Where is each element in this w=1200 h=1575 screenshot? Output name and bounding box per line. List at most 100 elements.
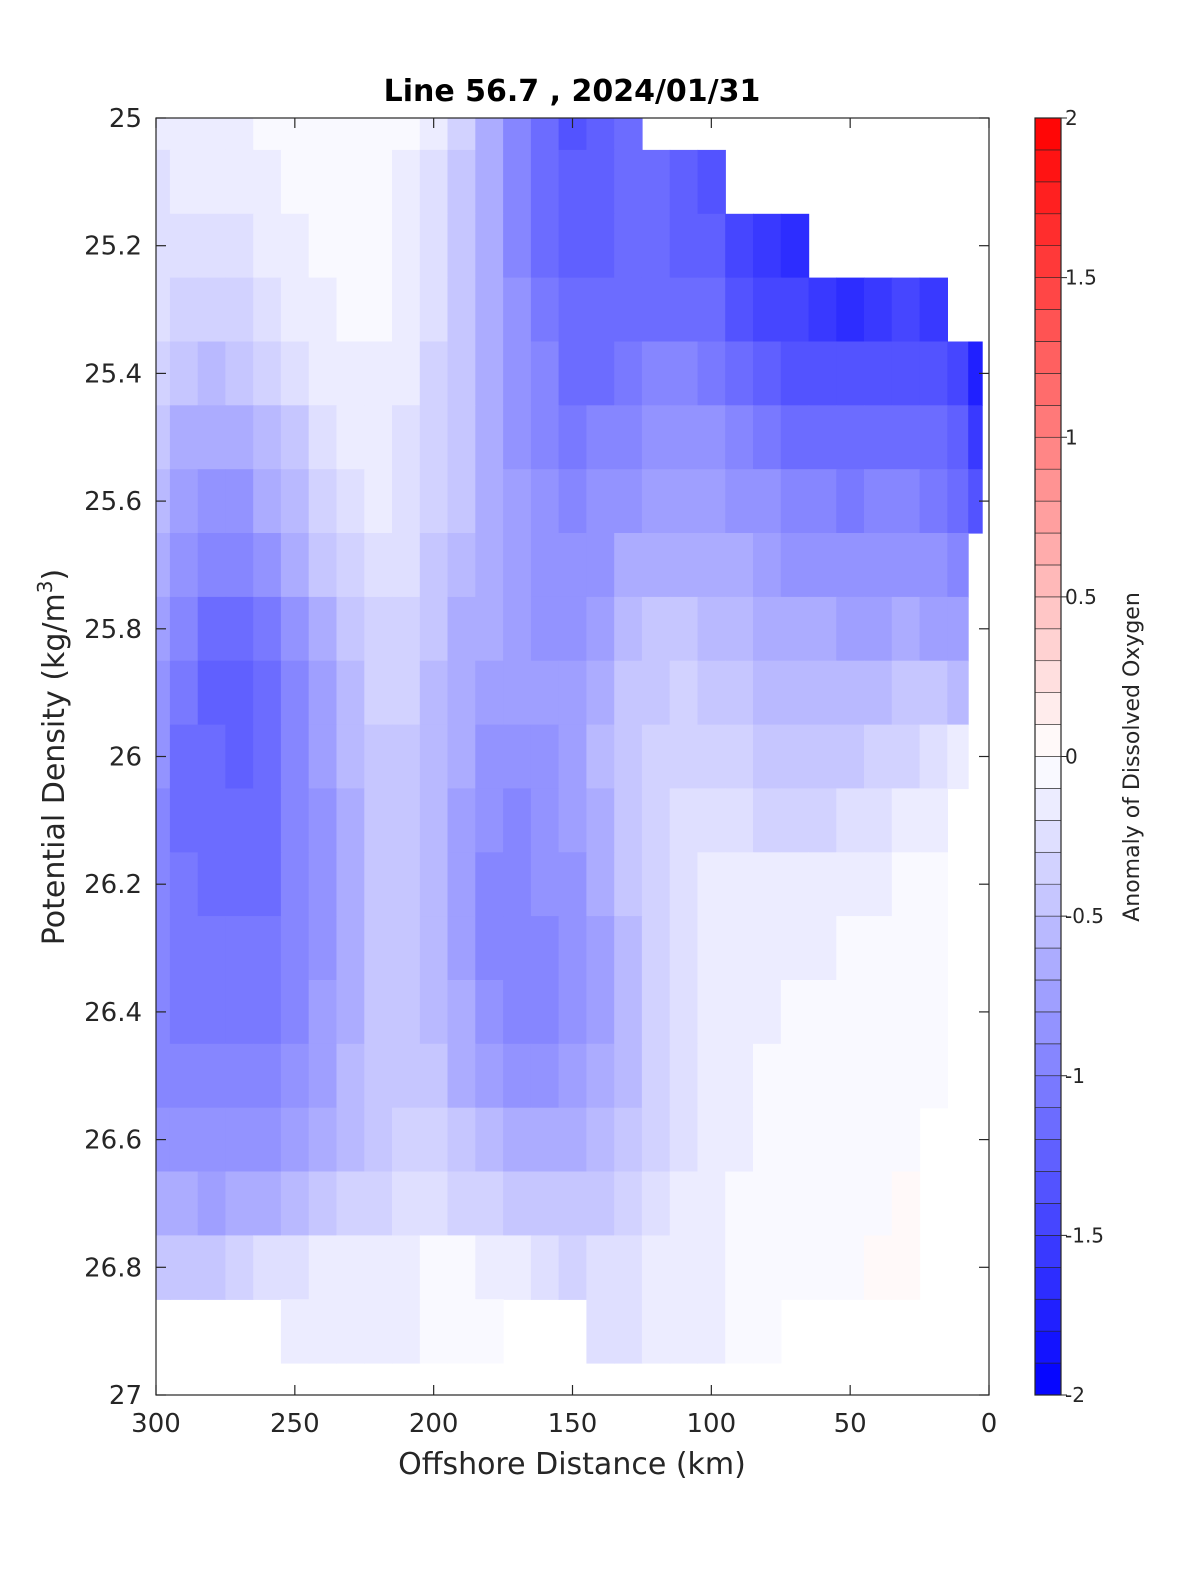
heat-cell bbox=[475, 596, 504, 662]
heat-cell bbox=[669, 724, 699, 790]
heat-cell bbox=[614, 1299, 643, 1364]
heat-cell bbox=[197, 1235, 227, 1300]
heat-cell bbox=[836, 1235, 865, 1300]
heat-cell bbox=[808, 980, 837, 1045]
heat-cell bbox=[725, 1107, 754, 1173]
heat-cell bbox=[308, 596, 338, 662]
heat-cell bbox=[530, 149, 560, 215]
heat-cell bbox=[836, 788, 865, 853]
heat-cell bbox=[919, 533, 948, 598]
heat-cell bbox=[558, 341, 587, 406]
heat-cell bbox=[558, 213, 587, 279]
heat-cell bbox=[280, 149, 310, 215]
heat-cell bbox=[780, 724, 810, 790]
heat-cell bbox=[808, 788, 837, 853]
heat-cell bbox=[447, 1171, 476, 1236]
heat-cell bbox=[169, 724, 199, 790]
heat-cell bbox=[558, 405, 587, 470]
heat-cell bbox=[308, 980, 338, 1045]
heat-cell bbox=[780, 405, 810, 470]
heat-cell bbox=[891, 1171, 921, 1236]
colorbar-band bbox=[1034, 500, 1062, 534]
heat-cell bbox=[308, 405, 338, 470]
heat-cell bbox=[475, 213, 504, 279]
colorbar-band bbox=[1034, 309, 1062, 342]
heat-cell bbox=[530, 852, 560, 917]
heat-cell bbox=[364, 1107, 393, 1173]
y-tick-label: 25.8 bbox=[84, 615, 142, 645]
heat-cell bbox=[197, 916, 227, 981]
heat-cell bbox=[919, 1043, 948, 1109]
heat-cell bbox=[503, 660, 532, 726]
heat-cell bbox=[864, 660, 893, 726]
heat-cell bbox=[669, 469, 699, 534]
heat-cell bbox=[697, 1107, 726, 1173]
y-tick-label: 26.2 bbox=[84, 870, 142, 900]
heat-cell bbox=[864, 724, 893, 790]
heat-cell bbox=[503, 1171, 532, 1236]
heat-cell bbox=[697, 277, 726, 343]
heat-cell bbox=[447, 277, 476, 343]
y-tick-label: 26.6 bbox=[84, 1126, 142, 1156]
heat-cell bbox=[919, 916, 948, 981]
heat-cell bbox=[447, 405, 476, 470]
heat-cell bbox=[169, 788, 199, 853]
heat-cell bbox=[280, 660, 310, 726]
heat-cell bbox=[392, 724, 421, 790]
heat-cell bbox=[447, 980, 476, 1045]
heat-cell bbox=[836, 724, 865, 790]
heat-cell bbox=[891, 980, 921, 1045]
heat-cell bbox=[947, 533, 969, 598]
heat-cell bbox=[197, 1171, 227, 1236]
heat-cell bbox=[280, 724, 310, 790]
heat-cell bbox=[836, 277, 865, 343]
heat-cell bbox=[364, 596, 393, 662]
heat-cell bbox=[725, 916, 754, 981]
heat-cell bbox=[253, 118, 282, 151]
heat-cell bbox=[280, 980, 310, 1045]
colorbar-band bbox=[1034, 660, 1062, 693]
heat-cell bbox=[156, 533, 171, 598]
x-tick-label: 300 bbox=[131, 1409, 181, 1439]
heat-cell bbox=[641, 469, 671, 534]
colorbar-band bbox=[1034, 1171, 1062, 1204]
heat-cell bbox=[947, 724, 969, 790]
heat-cell bbox=[392, 1235, 421, 1300]
heat-cell bbox=[558, 852, 587, 917]
heat-cell bbox=[968, 469, 983, 534]
heat-cell bbox=[919, 341, 948, 406]
y-tick-label: 25 bbox=[109, 104, 142, 134]
heat-cell bbox=[364, 852, 393, 917]
heat-cell bbox=[475, 852, 504, 917]
heat-cell bbox=[641, 596, 671, 662]
heat-cell bbox=[808, 1043, 837, 1109]
heat-cell bbox=[725, 405, 754, 470]
heat-cell bbox=[225, 118, 254, 151]
heat-cell bbox=[780, 596, 810, 662]
heat-cell bbox=[336, 852, 365, 917]
heat-cell bbox=[503, 469, 532, 534]
heat-cell bbox=[808, 916, 837, 981]
heat-cell bbox=[169, 1235, 199, 1300]
heat-cell bbox=[156, 788, 171, 853]
heat-cell bbox=[392, 149, 421, 215]
heat-cell bbox=[891, 916, 921, 981]
heat-cell bbox=[169, 405, 199, 470]
colorbar-band bbox=[1034, 1075, 1062, 1108]
heat-cell bbox=[614, 660, 643, 726]
heat-cell bbox=[558, 660, 587, 726]
colorbar-band bbox=[1034, 1362, 1062, 1396]
heat-cell bbox=[641, 1043, 671, 1109]
heat-cell bbox=[392, 118, 421, 151]
x-tick-label: 250 bbox=[270, 1409, 320, 1439]
heat-cell bbox=[641, 1235, 671, 1300]
heat-cell bbox=[753, 852, 782, 917]
heat-cell bbox=[836, 596, 865, 662]
heat-cell bbox=[614, 1043, 643, 1109]
heat-cell bbox=[808, 277, 837, 343]
heat-cell bbox=[808, 405, 837, 470]
heat-cell bbox=[392, 852, 421, 917]
heat-cell bbox=[530, 1043, 560, 1109]
heat-cell bbox=[308, 533, 338, 598]
heat-cell bbox=[808, 469, 837, 534]
